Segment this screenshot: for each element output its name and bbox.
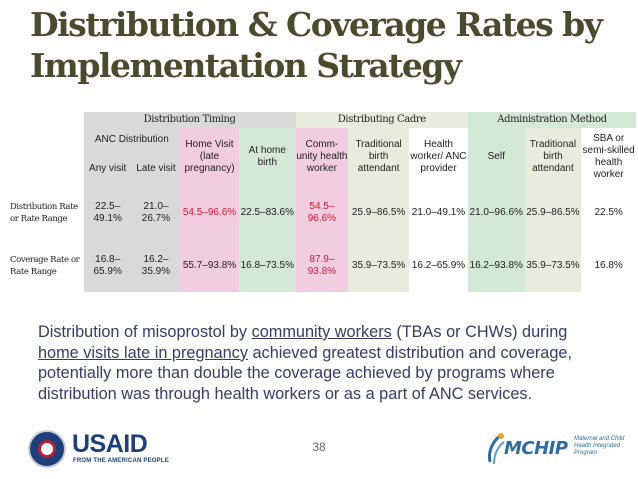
summary-text: Distribution of misoprostol by: [38, 323, 252, 341]
col-self: Self: [467, 128, 525, 186]
mchip-wordmark: MCHIP: [504, 438, 568, 459]
row-label-distribution: Distribution Rate or Rate Range: [10, 186, 84, 240]
table-cell: 25.9–86.5%: [348, 186, 410, 240]
table-cell: 35.9–73.5%: [524, 240, 582, 292]
usaid-logo: USAID FROM THE AMERICAN PEOPLE: [28, 430, 208, 472]
usaid-seal-icon: [28, 430, 66, 468]
group-distributing-cadre: Distributing Cadre: [295, 112, 468, 128]
table-cell: 21.0–49.1%: [409, 186, 468, 240]
row-label-coverage: Coverage Rate or Rate Range: [10, 240, 84, 292]
summary-text: achieved greatest distribution and cover…: [38, 343, 572, 403]
usaid-tagline: FROM THE AMERICAN PEOPLE: [73, 458, 169, 464]
usaid-wordmark: USAID: [72, 430, 148, 458]
table-cell: 22.5%: [581, 186, 636, 240]
table-cell: 22.5–83.6%: [238, 186, 296, 240]
anc-distribution-header: ANC Distribution: [83, 128, 181, 152]
rates-table: Distribution Timing Distributing Cadre A…: [10, 112, 636, 292]
slide-title-line-2: Implementation Strategy: [30, 46, 462, 85]
home-visits-link[interactable]: home visits late in pregnancy: [38, 343, 248, 362]
table-cell: 21.0–26.7%: [131, 186, 181, 240]
group-distribution-timing: Distribution Timing: [83, 112, 296, 128]
table-cell: 87.9–93.8%: [295, 240, 349, 292]
table-cell: 16.8%: [581, 240, 636, 292]
col-community-health-worker: Comm-unity health worker: [295, 128, 349, 186]
community-workers-link[interactable]: community workers: [251, 323, 392, 341]
col-traditional-birth-attendant: Traditional birth attendant: [348, 128, 410, 186]
table-cell: 35.9–73.5%: [348, 240, 410, 292]
table-cell: 16.8–65.9%: [83, 240, 132, 292]
table-row-coverage: Coverage Rate or Rate Range 16.8–65.9% 1…: [10, 240, 636, 292]
table-cell: 16.2–35.9%: [131, 240, 181, 292]
table-cell: 16.2–93.8%: [467, 240, 525, 292]
col-home-visit: Home Visit (late pregnancy): [180, 128, 239, 186]
column-header-row: Any visit Late visit: [10, 152, 636, 186]
col-at-home-birth: At home birth: [238, 128, 296, 186]
col-any-visit: Any visit: [83, 152, 132, 186]
summary-paragraph: Distribution of misoprostol by community…: [38, 322, 598, 404]
summary-text: (TBAs or CHWs) during: [391, 323, 568, 341]
col-admin-traditional-birth-attendant: Traditional birth attendant: [524, 128, 582, 186]
group-administration-method: Administration Method: [467, 112, 636, 128]
col-health-worker: Health worker/ ANC provider: [409, 128, 468, 186]
col-sba: SBA or semi-skilled health worker: [581, 128, 636, 186]
table-cell: 22.5–49.1%: [83, 186, 132, 240]
table-cell: 54.5–96.6%: [180, 186, 239, 240]
table-row-distribution: Distribution Rate or Rate Range 22.5–49.…: [10, 186, 636, 240]
table-cell: 55.7–93.8%: [180, 240, 239, 292]
subheader-row: ANC Distribution Home Visit (late pregna…: [10, 128, 636, 186]
table-cell: 54.5–96.6%: [295, 186, 349, 240]
col-late-visit: Late visit: [131, 152, 181, 186]
page-number: 38: [312, 440, 326, 454]
table-cell: 16.8–73.5%: [238, 240, 296, 292]
group-header-row: Distribution Timing Distributing Cadre A…: [10, 112, 636, 128]
table-cell: 16.2–65.9%: [409, 240, 468, 292]
table-cell: 25.9–86.5%: [524, 186, 582, 240]
slide-title-line-1: Distribution & Coverage Rates by: [30, 5, 603, 44]
mchip-subtitle: Maternal and Child Health Integrated Pro…: [574, 436, 625, 456]
table-cell: 21.0–96.6%: [467, 186, 525, 240]
slide-title: Distribution & Coverage Rates by Impleme…: [30, 4, 630, 86]
mchip-swirl-icon: [488, 433, 505, 465]
mchip-logo: MCHIP Maternal and Child Health Integrat…: [486, 432, 636, 472]
